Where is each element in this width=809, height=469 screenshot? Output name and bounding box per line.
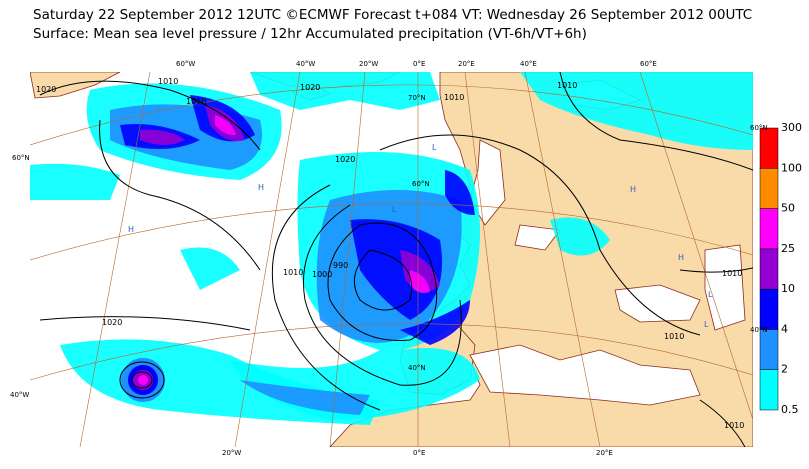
precip-area bbox=[180, 247, 240, 290]
isobar-label: 1010 bbox=[724, 421, 744, 430]
isobar-label: 1020 bbox=[36, 85, 56, 94]
legend-label: 10 bbox=[781, 282, 795, 295]
grid-label: 20°W bbox=[359, 60, 378, 68]
precip-area bbox=[445, 170, 475, 215]
grid-label: 40°E bbox=[520, 60, 537, 68]
pressure-center: H bbox=[630, 185, 636, 194]
legend-band bbox=[759, 208, 779, 250]
precip-area bbox=[140, 129, 185, 145]
legend-label: 100 bbox=[781, 161, 802, 174]
isobar-label: 1020 bbox=[335, 155, 355, 164]
grid-label: 0°E bbox=[413, 449, 425, 457]
isobar-label: 1010 bbox=[158, 77, 178, 86]
isobar-label: 1010 bbox=[722, 269, 742, 278]
isobar-label: 1010 bbox=[444, 93, 464, 102]
legend-band bbox=[759, 369, 779, 411]
pressure-center: H bbox=[678, 253, 684, 262]
pressure-center: H bbox=[128, 225, 134, 234]
pressure-center: L bbox=[704, 320, 709, 329]
legend-label: 0.5 bbox=[781, 403, 799, 416]
legend-label: 50 bbox=[781, 202, 795, 215]
pressure-center: L bbox=[392, 205, 397, 214]
isobar-label: 1000 bbox=[312, 270, 332, 279]
grid-label: 20°E bbox=[458, 60, 475, 68]
precip-area bbox=[240, 380, 370, 415]
title: Saturday 22 September 2012 12UTC ©ECMWF … bbox=[33, 7, 752, 23]
isobar-label: 1020 bbox=[300, 83, 320, 92]
grid-label: 60°N bbox=[12, 154, 30, 162]
precip-area bbox=[250, 72, 440, 110]
isobar-label: 990 bbox=[333, 261, 348, 270]
grid-label: 20°W bbox=[222, 449, 241, 457]
isobars bbox=[39, 72, 753, 447]
precip-area bbox=[400, 300, 470, 345]
legend-band bbox=[759, 288, 779, 330]
legend-label: 2 bbox=[781, 363, 788, 376]
legend-band bbox=[759, 329, 779, 370]
legend-label: 300 bbox=[781, 121, 802, 134]
legend-band bbox=[759, 248, 779, 290]
pressure-center: L bbox=[708, 290, 713, 299]
grid-label: 40°N bbox=[750, 326, 768, 334]
precip-area bbox=[350, 219, 442, 320]
isobar-label: 1010 bbox=[664, 332, 684, 341]
grid-label: 60°N bbox=[412, 180, 430, 188]
grid-label: 60°E bbox=[640, 60, 657, 68]
isobar-label: 1010 bbox=[186, 97, 206, 106]
grid-label: 60°N bbox=[750, 124, 768, 132]
grid-label: 70°N bbox=[408, 94, 426, 102]
storm-core bbox=[138, 375, 148, 385]
grid-label: 40°W bbox=[10, 391, 29, 399]
pressure-center: H bbox=[258, 183, 264, 192]
precip-area bbox=[520, 72, 753, 150]
grid-label: 40°W bbox=[296, 60, 315, 68]
isobar-label: 1020 bbox=[102, 318, 122, 327]
legend-band bbox=[759, 127, 779, 169]
legend-label: 25 bbox=[781, 242, 795, 255]
isobar-label: 1010 bbox=[283, 268, 303, 277]
precip-area bbox=[550, 217, 610, 256]
isobar-label: 1010 bbox=[557, 81, 577, 90]
grid-label: 40°N bbox=[408, 364, 426, 372]
legend: 0.5 2 4 10 25 50 100 300 bbox=[759, 121, 802, 416]
precip-area bbox=[30, 163, 120, 200]
subtitle: Surface: Mean sea level pressure / 12hr … bbox=[33, 26, 587, 42]
precipitation bbox=[30, 72, 753, 425]
precip-area bbox=[215, 115, 236, 136]
grid-label: 20°E bbox=[596, 449, 613, 457]
pressure-center: L bbox=[432, 143, 437, 152]
legend-band bbox=[759, 168, 779, 209]
precip-area bbox=[410, 270, 430, 294]
legend-label: 4 bbox=[781, 322, 788, 335]
grid-label: 60°W bbox=[176, 60, 195, 68]
grid-label: 0°E bbox=[413, 60, 425, 68]
